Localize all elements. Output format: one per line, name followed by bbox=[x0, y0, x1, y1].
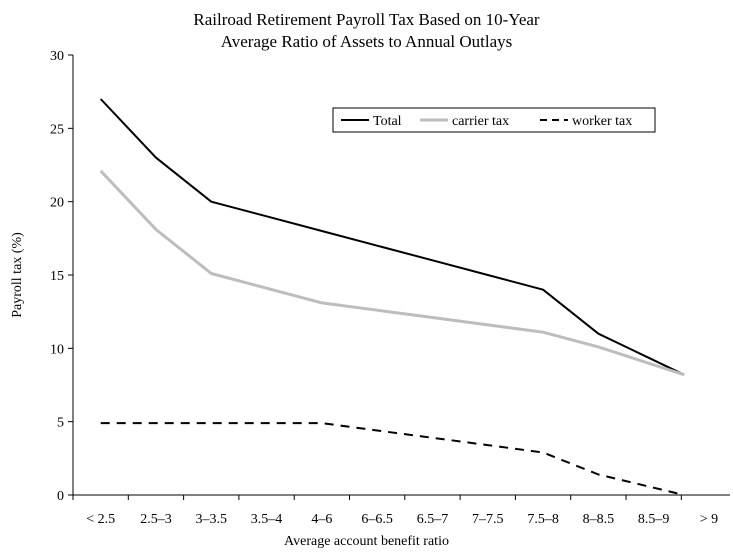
series-line-total bbox=[99, 98, 685, 376]
y-tick-label: 30 bbox=[50, 49, 64, 64]
x-tick-label: > 9 bbox=[700, 512, 718, 527]
x-tick-label: 8.5–9 bbox=[638, 512, 670, 527]
legend-box bbox=[332, 107, 656, 133]
legend-label: Total bbox=[373, 114, 402, 129]
chart-subtitle: Average Ratio of Assets to Annual Outlay… bbox=[220, 32, 513, 51]
y-tick-label: 15 bbox=[50, 269, 64, 284]
x-tick-label: 6.5–7 bbox=[417, 512, 449, 527]
y-tick-label: 20 bbox=[50, 196, 64, 211]
x-tick-label: 2.5–3 bbox=[140, 512, 172, 527]
legend-label: worker tax bbox=[572, 114, 632, 129]
series-line-carrier-tax bbox=[99, 169, 685, 377]
y-tick-label: 10 bbox=[50, 342, 64, 357]
chart-title: Railroad Retirement Payroll Tax Based on… bbox=[193, 10, 540, 29]
x-tick-label: 3–3.5 bbox=[196, 512, 228, 527]
x-tick-label: 6–6.5 bbox=[361, 512, 393, 527]
x-tick-label: 3.5–4 bbox=[251, 512, 283, 527]
series-line-worker-tax bbox=[100, 422, 685, 496]
x-tick-label: 7–7.5 bbox=[472, 512, 504, 527]
x-tick-label: 4–6 bbox=[311, 512, 332, 527]
y-tick-label: 25 bbox=[50, 122, 64, 137]
y-tick-label: 5 bbox=[57, 416, 64, 431]
x-axis-label: Average account benefit ratio bbox=[284, 534, 449, 549]
legend-label: carrier tax bbox=[452, 114, 509, 129]
x-tick-label: 7.5–8 bbox=[527, 512, 559, 527]
y-tick-label: 0 bbox=[57, 489, 64, 504]
x-tick-label: < 2.5 bbox=[86, 512, 115, 527]
x-tick-label: 8–8.5 bbox=[583, 512, 615, 527]
